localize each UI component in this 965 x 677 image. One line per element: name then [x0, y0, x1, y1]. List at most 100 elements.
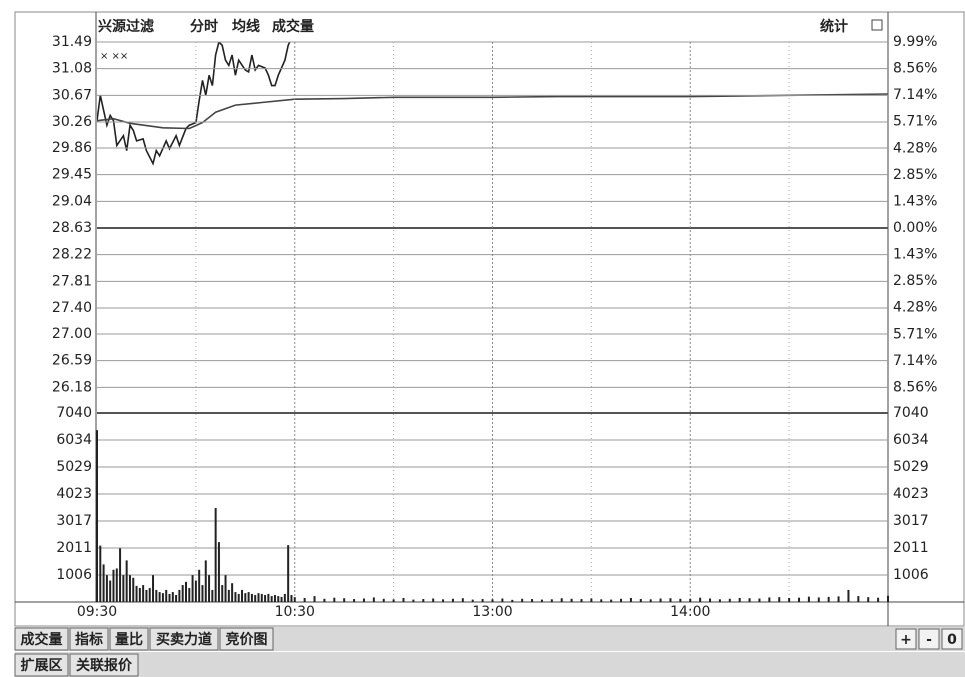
volume-bar [422, 599, 425, 602]
y-tick-label: 6034 [56, 432, 92, 448]
x-tick-label: 10:30 [275, 604, 315, 620]
volume-bar [392, 599, 395, 602]
volume-bar [247, 592, 250, 602]
volume-bar [155, 589, 158, 602]
volume-bar [122, 575, 125, 602]
volume-bar [560, 598, 563, 602]
tab-button[interactable] [109, 627, 149, 651]
tab-button[interactable] [69, 627, 109, 651]
zoom-label[interactable]: - [926, 632, 932, 648]
volume-bar [689, 599, 692, 602]
volume-bar [679, 598, 682, 602]
tab-label[interactable]: 成交量 [21, 631, 63, 648]
volume-bar [105, 575, 108, 602]
volume-bar [290, 595, 293, 602]
volume-bar [214, 508, 217, 602]
volume-bar [267, 593, 270, 602]
tab-label[interactable]: 指标 [75, 631, 103, 648]
volume-bar [171, 592, 174, 602]
volume-bar [461, 598, 464, 602]
volume-bar [807, 596, 810, 602]
restore-icon[interactable] [871, 19, 883, 31]
zoom-button[interactable] [918, 628, 940, 650]
volume-bar [231, 583, 234, 602]
volume-bar [540, 599, 543, 602]
volume-bar [102, 564, 105, 602]
volume-bar [629, 597, 632, 602]
y-tick-label-right: 1006 [893, 567, 929, 583]
volume-bar [241, 589, 244, 602]
tab-button[interactable] [14, 653, 69, 677]
y2-tick-label: 9.99% [893, 34, 937, 50]
volume-bar [778, 597, 781, 602]
y-tick-label: 27.40 [52, 300, 92, 316]
tab-button[interactable] [219, 627, 274, 651]
volume-bar [550, 599, 553, 602]
zoom-button[interactable] [895, 628, 917, 650]
volume-bar [471, 599, 474, 602]
volume-bar [511, 599, 514, 602]
y-tick-label: 31.08 [52, 61, 92, 77]
volume-bar [402, 597, 405, 602]
volume-bar [96, 430, 98, 602]
volume-bar [313, 596, 316, 602]
volume-bar [287, 545, 290, 602]
zoom-label[interactable]: + [900, 632, 912, 648]
y-tick-label: 30.67 [52, 87, 92, 103]
volume-bar [188, 588, 191, 602]
tab-label[interactable]: 量比 [115, 631, 143, 648]
volume-bar [580, 599, 583, 602]
header-tab[interactable]: 成交量 [272, 18, 314, 35]
volume-bar [250, 593, 253, 602]
volume-bar [211, 589, 214, 602]
volume-bar [748, 598, 751, 602]
volume-bar [119, 548, 122, 602]
volume-bar [132, 577, 135, 602]
y2-tick-label: 2.85% [893, 167, 937, 183]
y2-tick-label: 0.00% [893, 220, 937, 236]
volume-bar [293, 597, 296, 602]
volume-bar [827, 596, 830, 602]
volume-bar [847, 589, 850, 602]
volume-bar [158, 592, 161, 602]
tab-label[interactable]: 扩展区 [21, 657, 63, 674]
volume-bar [600, 599, 603, 602]
volume-bar [442, 599, 445, 602]
y2-tick-label: 1.43% [893, 193, 937, 209]
volume-bar [257, 593, 260, 602]
tab-button[interactable] [14, 627, 69, 651]
volume-bar [343, 598, 346, 602]
zoom-button[interactable] [941, 628, 963, 650]
volume-bar [788, 597, 791, 602]
volume-bar [610, 599, 613, 602]
volume-bar [699, 597, 702, 602]
y2-tick-label: 2.85% [893, 273, 937, 289]
header-tab[interactable]: 分时 [190, 18, 218, 35]
y-tick-label: 5029 [56, 459, 92, 475]
volume-bar [323, 598, 326, 602]
header-tab[interactable]: 均线 [232, 18, 260, 35]
y2-tick-label: 8.56% [893, 61, 937, 77]
zoom-label[interactable]: 0 [947, 632, 957, 648]
stats-button[interactable]: 统计 [820, 18, 848, 35]
volume-bar [432, 598, 435, 602]
volume-bar [382, 598, 385, 602]
tab-label[interactable]: 买卖力道 [156, 631, 212, 648]
y2-tick-label: 1.43% [893, 247, 937, 263]
x-tick-label: 14:00 [670, 604, 710, 620]
volume-bar [372, 597, 375, 602]
tab-button[interactable] [69, 653, 139, 677]
volume-bar [115, 568, 118, 602]
volume-bar [303, 597, 306, 602]
volume-bar [244, 593, 247, 602]
frame [14, 11, 965, 627]
volume-bar [738, 597, 741, 602]
tab-button[interactable] [149, 627, 219, 651]
tab-label[interactable]: 关联报价 [76, 657, 133, 674]
y-tick-label-right: 2011 [893, 540, 929, 556]
y-tick-label-right: 4023 [893, 486, 929, 502]
volume-bar [768, 597, 771, 602]
volume-bar [353, 599, 356, 602]
tab-label[interactable]: 竞价图 [226, 631, 268, 648]
y-tick-label-right: 5029 [893, 459, 929, 475]
